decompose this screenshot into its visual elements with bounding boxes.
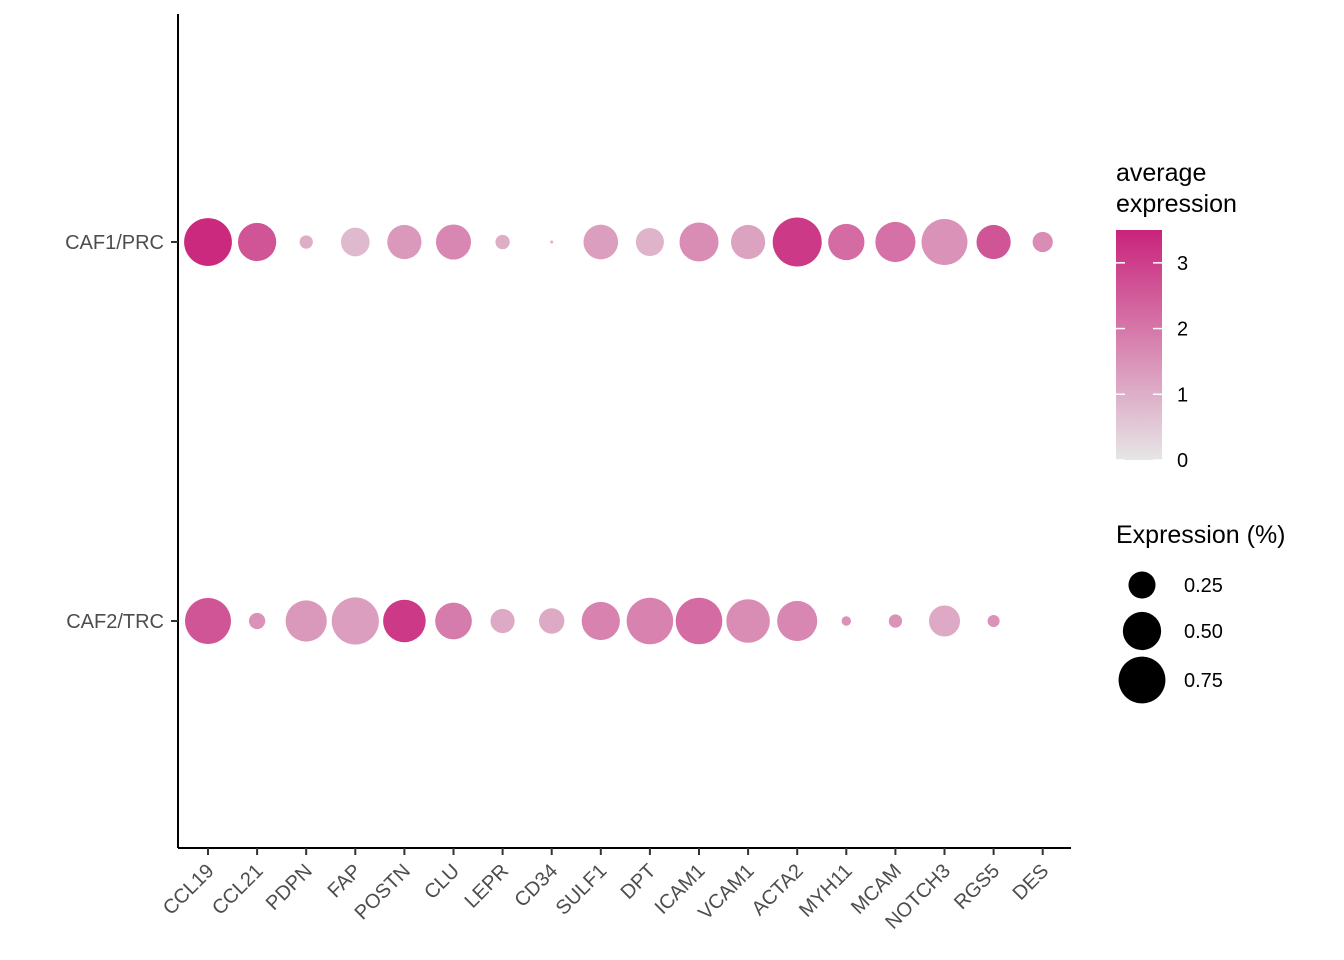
dot-vcam1-caf1 (730, 224, 766, 260)
x-tick-label: PDPN (262, 860, 317, 915)
size-legend-title: Expression (%) (1116, 521, 1286, 549)
dot-lepr-caf2 (490, 608, 515, 634)
color-legend-title-line1: average (1116, 159, 1206, 187)
dot-ccl19-caf1 (184, 218, 232, 266)
dot-des-caf1 (1032, 231, 1053, 253)
dot-lepr-caf1 (495, 234, 510, 250)
dot-ccl21-caf2 (248, 612, 266, 630)
x-tick-label: RGS5 (950, 860, 1004, 914)
size-legend-key (1122, 611, 1162, 651)
color-legend-label: 3 (1177, 253, 1188, 275)
dot-myh11-caf1 (828, 223, 865, 261)
color-legend-label: 2 (1177, 319, 1188, 341)
dot-cd34-caf2 (539, 608, 565, 634)
dot-vcam1-caf2 (726, 599, 770, 643)
dot-clu-caf1 (435, 224, 472, 260)
dot-postn-caf2 (383, 599, 426, 643)
dot-acta2-caf2 (777, 600, 818, 642)
x-tick-label: DPT (617, 860, 661, 904)
x-tick-label: SULF1 (552, 860, 612, 920)
dot-postn-caf1 (387, 224, 422, 260)
x-tick-label: VCAM1 (694, 860, 758, 924)
x-tick-label: ACTA2 (748, 860, 808, 920)
dot-sulf1-caf1 (583, 224, 619, 260)
x-tick-label: DES (1009, 860, 1054, 905)
dot-notch3-caf2 (928, 605, 961, 637)
dot-mcam-caf1 (875, 221, 916, 263)
dot-rgs5-caf2 (987, 614, 1000, 628)
dot-ccl19-caf2 (185, 598, 231, 644)
x-tick-label: MYH11 (795, 860, 857, 922)
dot-myh11-caf2 (841, 616, 851, 626)
dot-rgs5-caf1 (976, 224, 1011, 260)
x-tick-label: CCL21 (208, 860, 268, 920)
x-tick-label: FAP (324, 860, 366, 902)
legend: average expression 0 1 2 3 Expression (%) 0… (1116, 159, 1286, 704)
size-legend-key (1118, 656, 1166, 704)
dot-ccl21-caf1 (237, 222, 277, 262)
x-tick-label: LEPR (461, 860, 514, 913)
y-tick-label: CAF2/TRC (66, 611, 164, 633)
dot-dpt-caf2 (626, 597, 674, 645)
dot-pdpn-caf1 (299, 235, 313, 249)
dot-clu-caf2 (435, 602, 472, 640)
size-legend-label: 0.50 (1184, 621, 1223, 643)
size-legend-label: 0.25 (1184, 575, 1223, 597)
size-legend-label: 0.75 (1184, 670, 1223, 692)
dot-pdpn-caf2 (285, 600, 327, 642)
plot-area (184, 217, 1053, 645)
y-tick-label: CAF1/PRC (65, 232, 164, 254)
color-legend-label: 1 (1177, 384, 1188, 406)
dot-sulf1-caf2 (581, 601, 620, 641)
dot-mcam-caf2 (888, 614, 903, 628)
dot-fap-caf2 (331, 597, 379, 645)
color-legend-label: 0 (1177, 450, 1188, 472)
x-tick-label: POSTN (351, 860, 415, 924)
dot-icam1-caf1 (679, 222, 719, 262)
dot-cd34-caf1 (550, 240, 554, 244)
x-tick-label: CCL19 (159, 860, 219, 920)
color-legend-title-line2: expression (1116, 190, 1237, 218)
dot-dpt-caf1 (635, 227, 664, 257)
color-legend-bar (1116, 230, 1162, 460)
dot-fap-caf1 (340, 227, 370, 257)
size-legend-key (1128, 571, 1156, 599)
x-tick-label: CLU (420, 860, 464, 904)
dot-acta2-caf1 (772, 217, 822, 267)
dot-notch3-caf1 (921, 219, 968, 265)
dot-icam1-caf2 (675, 597, 723, 645)
